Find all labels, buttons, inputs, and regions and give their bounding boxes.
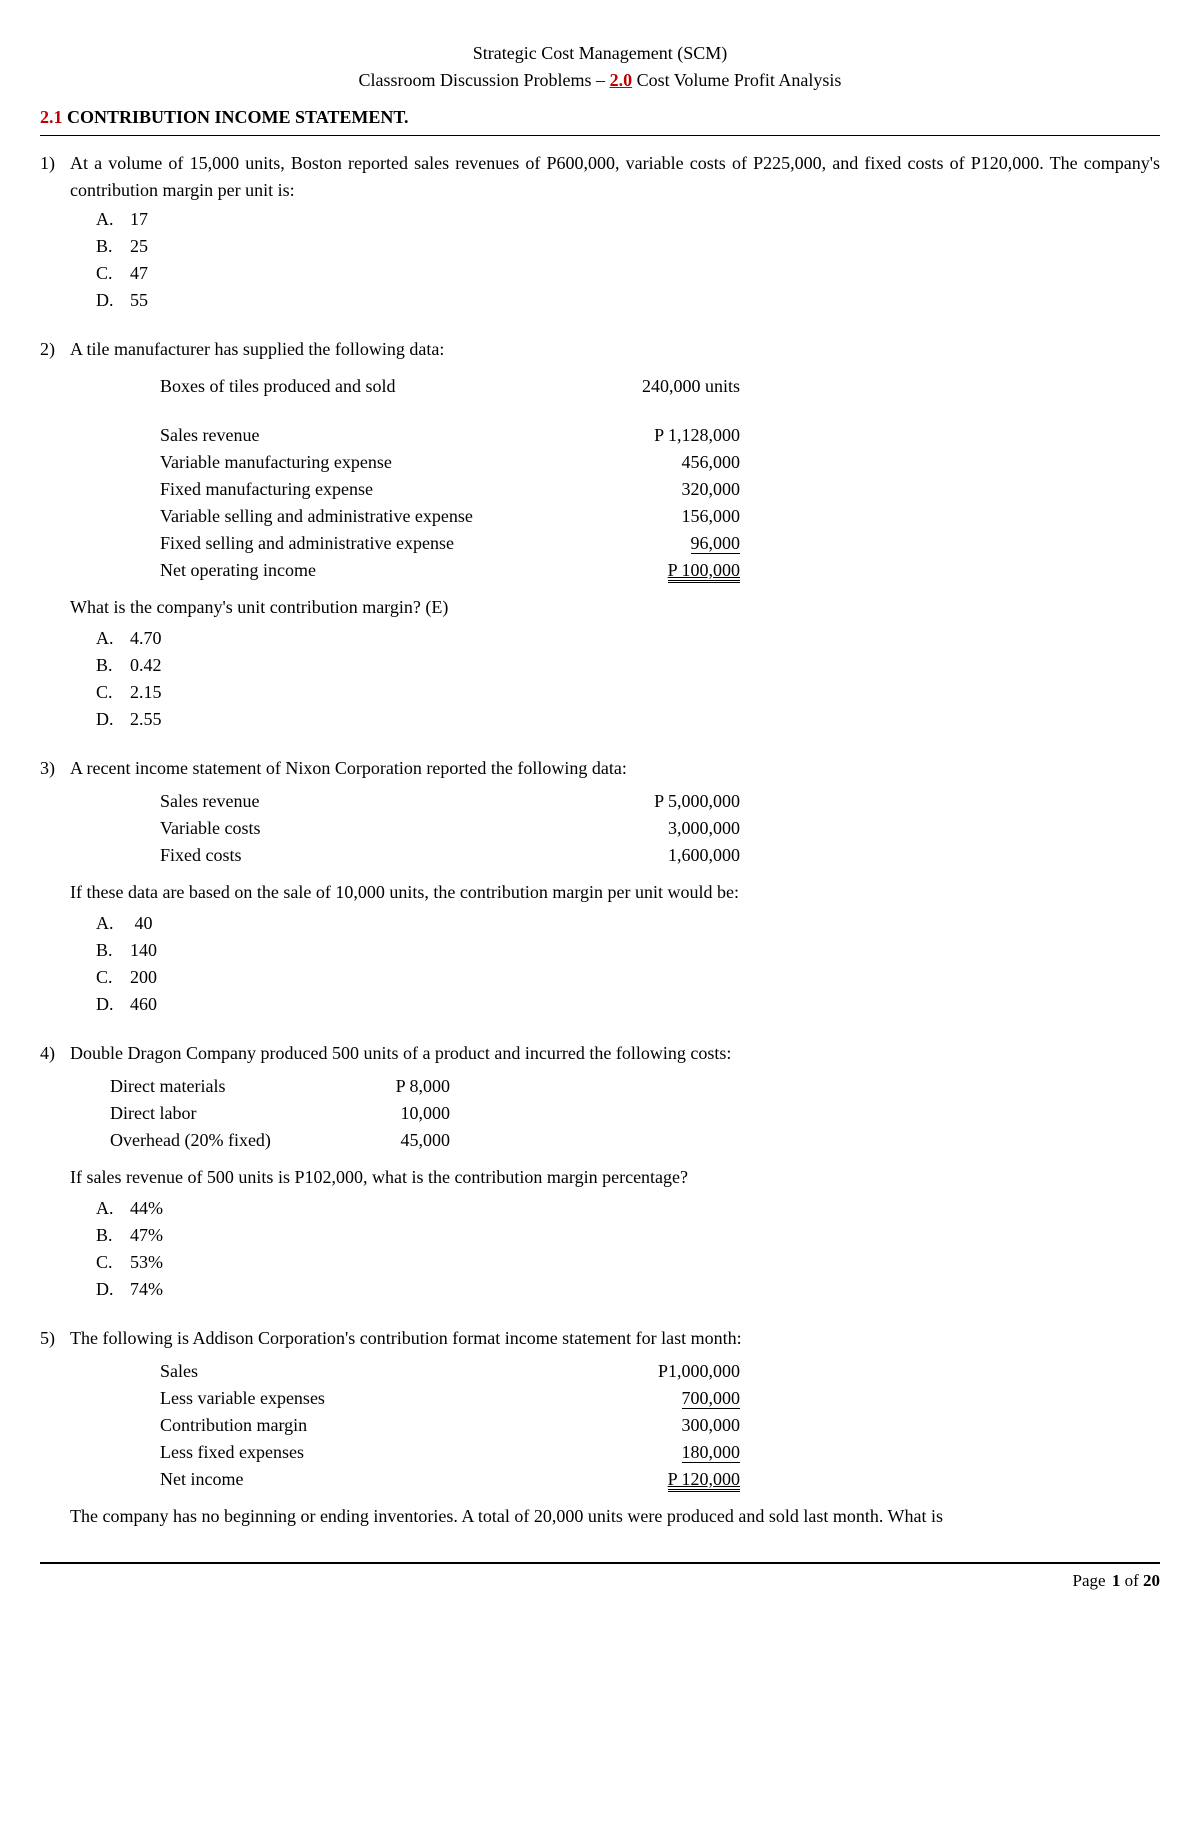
question-5: 5) The following is Addison Corporation'… [40,1325,1160,1534]
question-stem: A tile manufacturer has supplied the fol… [70,336,1160,363]
option-a: A.44% [96,1195,1160,1222]
footer-rule: Page 1 of 20 [40,1562,1160,1594]
question-2: 2) A tile manufacturer has supplied the … [40,336,1160,733]
question-subtext: What is the company's unit contribution … [70,594,1160,621]
option-b: B.25 [96,233,1160,260]
table-row: Sales revenueP 1,128,000 [160,422,1160,449]
option-c: C.2.15 [96,679,1160,706]
options-list: A.17 B.25 C.47 D.55 [96,206,1160,314]
question-number: 1) [40,150,70,314]
table-row: Variable manufacturing expense456,000 [160,449,1160,476]
table-row: Sales revenueP 5,000,000 [160,788,1160,815]
header-title-line1: Strategic Cost Management (SCM) [40,40,1160,67]
option-b: B.47% [96,1222,1160,1249]
document-header: Strategic Cost Management (SCM) Classroo… [40,40,1160,94]
table-row: Contribution margin300,000 [160,1412,1160,1439]
page-total: 20 [1143,1571,1160,1590]
table-row: Direct labor10,000 [110,1100,1160,1127]
options-list: A. 40 B.140 C.200 D.460 [96,910,1160,1018]
table-row: Fixed selling and administrative expense… [160,530,1160,557]
option-d: D.74% [96,1276,1160,1303]
option-b: B.140 [96,937,1160,964]
option-d: D.55 [96,287,1160,314]
page-label: Page [1073,1571,1110,1590]
table-row: Fixed manufacturing expense320,000 [160,476,1160,503]
question-number: 2) [40,336,70,733]
table-row: SalesP1,000,000 [160,1358,1160,1385]
section-number: 2.1 [40,107,63,127]
table-row: Net income P 120,000 [160,1466,1160,1493]
question-subtext: The company has no beginning or ending i… [70,1503,1160,1530]
section-title: 2.1 CONTRIBUTION INCOME STATEMENT. [40,104,1160,136]
data-table-q5: SalesP1,000,000 Less variable expenses 7… [160,1358,1160,1493]
question-3: 3) A recent income statement of Nixon Co… [40,755,1160,1018]
option-c: C.53% [96,1249,1160,1276]
option-b: B.0.42 [96,652,1160,679]
page-of: of [1120,1571,1143,1590]
question-number: 4) [40,1040,70,1303]
options-list: A.4.70 B.0.42 C.2.15 D.2.55 [96,625,1160,733]
page-footer: Page 1 of 20 [40,1568,1160,1594]
option-a: A.4.70 [96,625,1160,652]
header-line2-suffix: Cost Volume Profit Analysis [632,70,841,90]
table-row: Variable costs3,000,000 [160,815,1160,842]
table-row: Variable selling and administrative expe… [160,503,1160,530]
question-number: 5) [40,1325,70,1534]
option-a: A.17 [96,206,1160,233]
data-table-q2: Boxes of tiles produced and sold240,000 … [160,373,1160,584]
option-c: C.47 [96,260,1160,287]
table-row: Direct materialsP 8,000 [110,1073,1160,1100]
question-stem: The following is Addison Corporation's c… [70,1325,1160,1352]
header-line2-accent: 2.0 [610,70,633,90]
question-stem: Double Dragon Company produced 500 units… [70,1040,1160,1067]
option-a: A. 40 [96,910,1160,937]
options-list: A.44% B.47% C.53% D.74% [96,1195,1160,1303]
data-table-q4: Direct materialsP 8,000 Direct labor10,0… [110,1073,1160,1154]
header-line2-prefix: Classroom Discussion Problems – [359,70,610,90]
header-title-line2: Classroom Discussion Problems – 2.0 Cost… [40,67,1160,94]
section-name: CONTRIBUTION INCOME STATEMENT. [63,107,409,127]
question-1: 1) At a volume of 15,000 units, Boston r… [40,150,1160,314]
option-d: D.2.55 [96,706,1160,733]
option-c: C.200 [96,964,1160,991]
table-row: Boxes of tiles produced and sold240,000 … [160,373,1160,400]
table-row: Fixed costs1,600,000 [160,842,1160,869]
table-row: Less fixed expenses 180,000 [160,1439,1160,1466]
question-4: 4) Double Dragon Company produced 500 un… [40,1040,1160,1303]
question-subtext: If sales revenue of 500 units is P102,00… [70,1164,1160,1191]
question-number: 3) [40,755,70,1018]
question-stem: At a volume of 15,000 units, Boston repo… [70,150,1160,204]
table-row: Less variable expenses 700,000 [160,1385,1160,1412]
question-stem: A recent income statement of Nixon Corpo… [70,755,1160,782]
table-row: Net operating incomeP 100,000 [160,557,1160,584]
option-d: D.460 [96,991,1160,1018]
table-row: Overhead (20% fixed)45,000 [110,1127,1160,1154]
question-subtext: If these data are based on the sale of 1… [70,879,1160,906]
data-table-q3: Sales revenueP 5,000,000 Variable costs3… [160,788,1160,869]
